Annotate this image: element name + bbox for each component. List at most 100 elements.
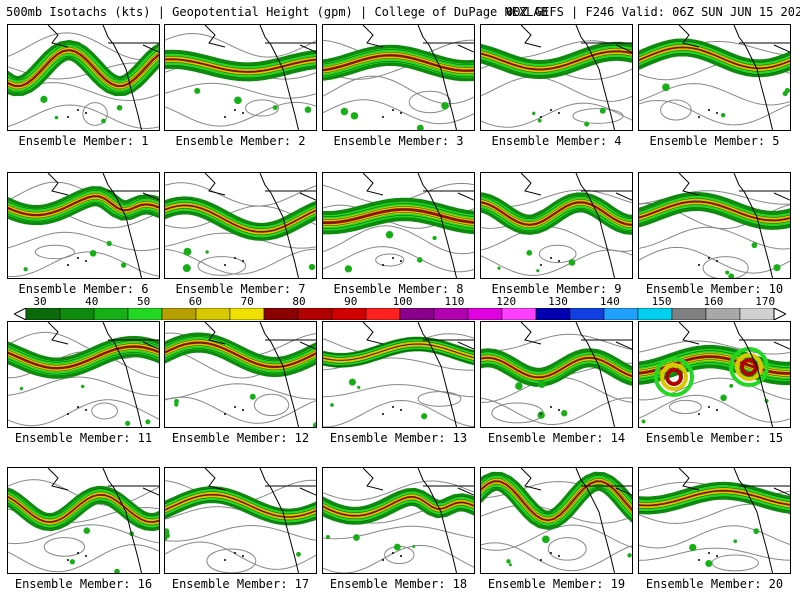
isotach-line <box>8 43 159 81</box>
isotach-blob <box>720 113 726 118</box>
isotach-blob <box>506 559 511 564</box>
isotach-map <box>481 173 632 278</box>
isotach-blob <box>101 118 106 124</box>
colorbar-swatch <box>195 308 231 320</box>
island <box>716 260 718 262</box>
island <box>698 116 700 118</box>
colorbar-swatch <box>297 308 333 320</box>
colorbar-swatch <box>365 308 401 320</box>
isotach-blob <box>125 420 131 426</box>
isotach-line <box>323 502 474 523</box>
coastline-borders <box>520 25 632 130</box>
ensemble-member-label: Ensemble Member: 17 <box>171 577 310 591</box>
island <box>550 257 552 259</box>
isotach-blob <box>421 413 428 420</box>
isotach-map <box>639 25 790 130</box>
ensemble-map-panel <box>164 24 317 131</box>
coastline-borders <box>678 468 790 573</box>
ensemble-member-label: Ensemble Member: 15 <box>645 431 784 445</box>
island <box>224 116 226 118</box>
isotach-blob <box>497 266 501 270</box>
isotach-line <box>481 363 632 384</box>
island <box>540 559 542 561</box>
cutoff-low-isotach <box>740 358 758 376</box>
height-contour <box>481 397 632 426</box>
ensemble-map-panel <box>322 321 475 428</box>
colorbar-tick-label: 80 <box>292 295 306 308</box>
height-contour <box>481 226 632 252</box>
isotach-line <box>165 488 316 512</box>
island <box>550 552 552 554</box>
isotach-line <box>8 192 159 213</box>
isotach-blob <box>720 394 727 402</box>
isotach-map <box>8 25 159 130</box>
ensemble-member-label: Ensemble Member: 20 <box>645 577 784 591</box>
isotach-line <box>639 356 790 374</box>
isotach-blob <box>568 259 576 266</box>
height-contour <box>323 525 474 540</box>
height-contour <box>375 253 405 267</box>
isotach-blob <box>753 528 760 535</box>
colorbar-tick-label: 120 <box>496 295 517 308</box>
isotach-line <box>8 500 159 529</box>
isotach-line <box>481 48 632 67</box>
isotach-blob <box>728 273 735 278</box>
isotach-blob <box>733 539 738 543</box>
isotach-blob <box>174 402 179 407</box>
height-contour <box>34 244 75 260</box>
coastline-borders <box>47 173 159 278</box>
island <box>67 264 69 266</box>
isotach-line <box>8 352 159 375</box>
isotach-map <box>323 25 474 130</box>
isotach-line <box>639 195 790 215</box>
island <box>550 406 552 408</box>
colorbar-tick-label: 160 <box>703 295 724 308</box>
island <box>382 559 384 561</box>
ensemble-member-label: Ensemble Member: 4 <box>491 134 622 148</box>
ensemble-map-panel <box>7 321 160 428</box>
island <box>558 260 560 262</box>
ensemble-map-panel <box>480 467 633 574</box>
isotach-blob <box>537 411 545 419</box>
coastline-borders <box>47 322 159 427</box>
isotach-line <box>323 343 474 361</box>
height-contour <box>538 244 577 264</box>
isotach-line <box>8 497 159 526</box>
colorbar-max-arrow <box>773 308 786 320</box>
colorbar-swatch <box>331 308 367 320</box>
ensemble-member-label: Ensemble Member: 19 <box>487 577 626 591</box>
isotach-blob <box>165 532 170 539</box>
isotach-blob <box>416 124 424 130</box>
isotach-blob <box>432 235 437 241</box>
coastline-borders <box>362 25 474 130</box>
island <box>698 413 700 415</box>
isotach-map <box>639 322 790 427</box>
isotach-line <box>481 51 632 70</box>
colorbar-tick-label: 60 <box>188 295 203 308</box>
isotach-blob <box>515 382 523 390</box>
island <box>400 260 402 262</box>
island <box>382 116 384 118</box>
isotach-blob <box>526 249 533 256</box>
height-contour <box>669 399 702 415</box>
isotach-blob <box>350 112 359 120</box>
isotach-blob <box>782 90 788 97</box>
height-contour <box>8 399 159 427</box>
isotach-line <box>165 342 316 368</box>
isotach-blob <box>194 87 201 94</box>
colorbar-tick-label: 100 <box>392 295 413 308</box>
isotach-blob <box>330 403 334 407</box>
island <box>234 552 236 554</box>
colorbar-tick-label: 70 <box>240 295 254 308</box>
isotach-map <box>481 25 632 130</box>
cutoff-low-isotach <box>660 363 688 391</box>
island <box>716 409 718 411</box>
colorbar-swatch <box>433 308 469 320</box>
isotach-map <box>8 468 159 573</box>
island <box>382 264 384 266</box>
isotach-line <box>639 484 790 500</box>
island <box>234 406 236 408</box>
isotach-line <box>165 500 316 524</box>
coastline-borders <box>362 173 474 278</box>
colorbar-swatch <box>705 308 741 320</box>
